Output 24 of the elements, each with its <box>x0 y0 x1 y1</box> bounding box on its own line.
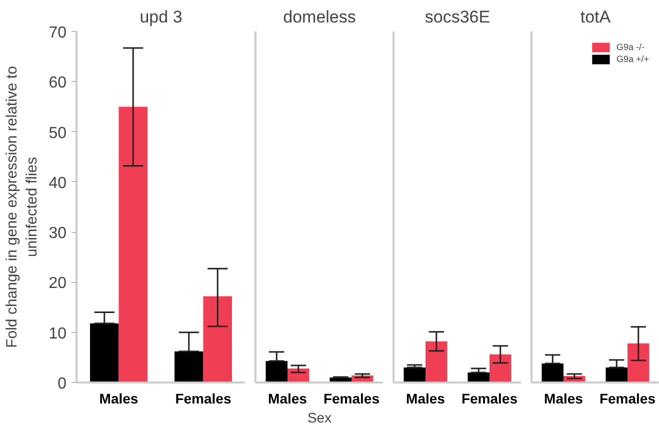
y-tick-label: 0 <box>58 376 67 392</box>
legend-label: G9a -/- <box>616 41 644 53</box>
x-tick-label: Females <box>461 390 518 406</box>
y-tick-label: 10 <box>48 325 67 342</box>
x-tick-label: Males <box>406 390 446 406</box>
y-tick-label: 50 <box>48 124 67 142</box>
chart-title: domeless <box>283 8 356 26</box>
y-tick-label: 60 <box>48 74 67 92</box>
chart-title: socs36E <box>424 8 490 26</box>
y-tick-label: 30 <box>48 225 67 242</box>
x-tick-label: Males <box>268 390 308 406</box>
x-tick-label: Males <box>99 390 138 406</box>
y-tick-label: 40 <box>48 174 67 192</box>
x-tick-label: Females <box>323 390 380 406</box>
x-tick-label: Females <box>599 390 656 406</box>
y-tick-label: 20 <box>48 275 67 292</box>
y-axis-title: Fold change in gene expression relative to uninfected flies <box>3 66 41 348</box>
chart-title: totA <box>580 8 612 26</box>
legend-label: G9a +/+ <box>616 53 649 65</box>
y-tick-label: 70 <box>48 24 67 42</box>
chart-title: upd 3 <box>140 8 182 26</box>
x-axis-title: Sex <box>307 410 332 426</box>
x-tick-label: Males <box>544 390 584 406</box>
x-tick-label: Females <box>175 390 232 406</box>
